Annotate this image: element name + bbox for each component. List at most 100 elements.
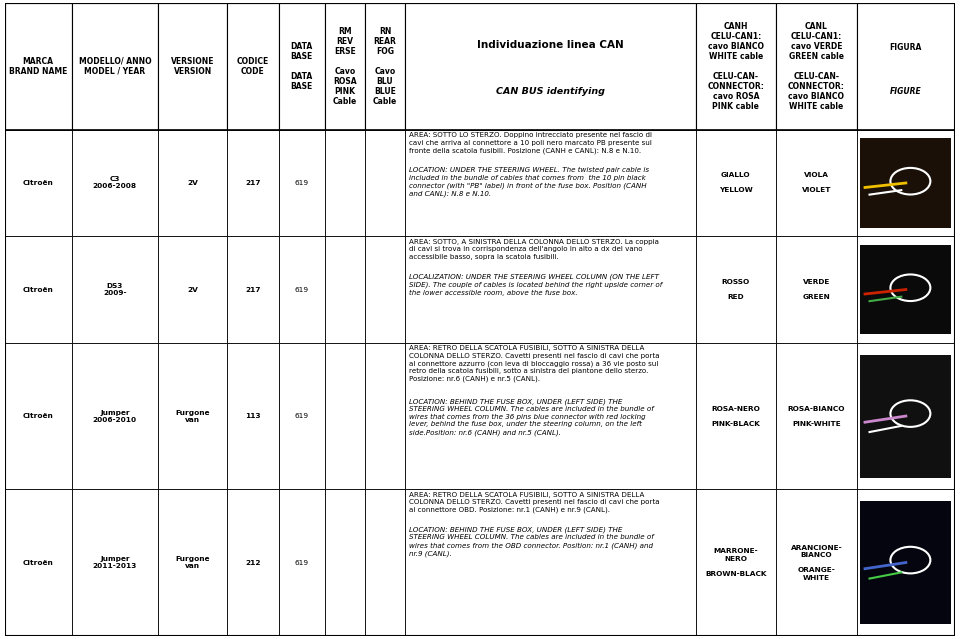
Bar (365, 236, 405, 343)
Bar (158, 130, 227, 236)
Bar (279, 343, 324, 489)
Bar (5, 343, 71, 489)
Text: ROSA-NERO

PINK-BLACK: ROSA-NERO PINK-BLACK (711, 406, 760, 427)
Text: VERDE

GREEN: VERDE GREEN (803, 279, 830, 300)
Text: AREA: SOTTO, A SINISTRA DELLA COLONNA DELLO STERZO. La coppia
di cavi si trova i: AREA: SOTTO, A SINISTRA DELLA COLONNA DE… (409, 239, 659, 260)
Text: AREA: RETRO DELLA SCATOLA FUSIBILI, SOTTO A SINISTRA DELLA
COLONNA DELLO STERZO.: AREA: RETRO DELLA SCATOLA FUSIBILI, SOTT… (409, 492, 660, 513)
Bar (856, 489, 955, 636)
Bar (227, 489, 279, 636)
Bar (279, 3, 324, 130)
Text: 113: 113 (245, 413, 261, 419)
Text: ROSA-BIANCO

PINK-WHITE: ROSA-BIANCO PINK-WHITE (787, 406, 845, 427)
Bar (405, 343, 696, 489)
Text: RN
REAR
FOG

Cavo
BLU
BLUE
Cable: RN REAR FOG Cavo BLU BLUE Cable (372, 27, 397, 106)
Text: Citroën: Citroën (23, 180, 54, 186)
Text: Citroën: Citroën (23, 286, 54, 293)
Bar (776, 236, 856, 343)
Bar (365, 130, 405, 236)
Bar (856, 130, 955, 236)
Text: 2V: 2V (187, 286, 198, 293)
Text: 2V: 2V (187, 180, 198, 186)
Text: C3
2006-2008: C3 2006-2008 (93, 176, 137, 190)
Bar (365, 343, 405, 489)
Bar (860, 138, 951, 227)
Bar (856, 236, 955, 343)
Bar (856, 343, 955, 489)
Bar (227, 3, 279, 130)
Bar (860, 355, 951, 477)
Bar (158, 343, 227, 489)
Bar (324, 343, 365, 489)
Text: LOCATION: BEHIND THE FUSE BOX, UNDER (LEFT SIDE) THE
STEERING WHEEL COLUMN. The : LOCATION: BEHIND THE FUSE BOX, UNDER (LE… (409, 398, 654, 436)
Bar (405, 236, 696, 343)
Bar (71, 130, 158, 236)
Bar (405, 3, 696, 130)
Text: AREA: SOTTO LO STERZO. Doppino intrecciato presente nel fascio di
cavi che arriv: AREA: SOTTO LO STERZO. Doppino intreccia… (409, 132, 652, 154)
Bar (860, 501, 951, 624)
Text: CANL
CELU-CAN1:
cavo VERDE
GREEN cable

CELU-CAN-
CONNECTOR:
cavo BIANCO
WHITE c: CANL CELU-CAN1: cavo VERDE GREEN cable C… (788, 22, 845, 111)
Text: 619: 619 (295, 286, 309, 293)
Bar (776, 489, 856, 636)
Text: VERSIONE
VERSION: VERSIONE VERSION (171, 57, 214, 76)
Text: LOCALIZATION: UNDER THE STEERING WHEEL COLUMN (ON THE LEFT
SIDE). The couple of : LOCALIZATION: UNDER THE STEERING WHEEL C… (409, 273, 662, 296)
Text: 217: 217 (245, 286, 261, 293)
Text: Jumper
2006-2010: Jumper 2006-2010 (93, 410, 137, 422)
Bar (324, 236, 365, 343)
Text: Individuazione linea CAN: Individuazione linea CAN (477, 40, 624, 50)
Bar (71, 343, 158, 489)
Bar (696, 3, 776, 130)
Bar (405, 489, 696, 636)
Text: FIGURE: FIGURE (890, 88, 922, 96)
Bar (5, 130, 71, 236)
Text: MARCA
BRAND NAME: MARCA BRAND NAME (9, 57, 67, 76)
Bar (71, 236, 158, 343)
Bar (365, 3, 405, 130)
Bar (227, 130, 279, 236)
Bar (324, 130, 365, 236)
Bar (776, 3, 856, 130)
Text: CANH
CELU-CAN1:
cavo BIANCO
WHITE cable

CELU-CAN-
CONNECTOR:
cavo ROSA
PINK cab: CANH CELU-CAN1: cavo BIANCO WHITE cable … (708, 22, 764, 111)
Bar (5, 3, 71, 130)
Bar (405, 130, 696, 236)
Bar (696, 343, 776, 489)
Text: Citroën: Citroën (23, 560, 54, 566)
Text: 619: 619 (295, 413, 309, 419)
Text: AREA: RETRO DELLA SCATOLA FUSIBILI, SOTTO A SINISTRA DELLA
COLONNA DELLO STERZO.: AREA: RETRO DELLA SCATOLA FUSIBILI, SOTT… (409, 345, 660, 382)
Text: 217: 217 (245, 180, 261, 186)
Bar (158, 236, 227, 343)
Text: Citroën: Citroën (23, 413, 54, 419)
Text: 212: 212 (245, 560, 261, 566)
Bar (696, 130, 776, 236)
Bar (71, 489, 158, 636)
Text: CODICE
CODE: CODICE CODE (237, 57, 269, 76)
Bar (279, 236, 324, 343)
Bar (158, 3, 227, 130)
Bar (860, 245, 951, 334)
Text: Furgone
van: Furgone van (176, 410, 210, 422)
Bar (324, 3, 365, 130)
Bar (856, 3, 955, 130)
Text: 619: 619 (295, 560, 309, 566)
Bar (324, 489, 365, 636)
Text: VIOLA

VIOLET: VIOLA VIOLET (802, 173, 831, 194)
Text: MARRONE-
NERO

BROWN-BLACK: MARRONE- NERO BROWN-BLACK (706, 548, 767, 577)
Bar (5, 236, 71, 343)
Bar (279, 489, 324, 636)
Bar (696, 236, 776, 343)
Bar (227, 236, 279, 343)
Text: MODELLO/ ANNO
MODEL / YEAR: MODELLO/ ANNO MODEL / YEAR (79, 57, 152, 76)
Text: FIGURA: FIGURA (890, 43, 922, 52)
Text: ROSSO

RED: ROSSO RED (722, 279, 750, 300)
Text: 619: 619 (295, 180, 309, 186)
Text: Jumper
2011-2013: Jumper 2011-2013 (93, 556, 137, 569)
Text: Furgone
van: Furgone van (176, 556, 210, 569)
Bar (776, 343, 856, 489)
Text: RM
REV
ERSE

Cavo
ROSA
PINK
Cable: RM REV ERSE Cavo ROSA PINK Cable (332, 27, 357, 106)
Text: LOCATION: UNDER THE STEERING WHEEL. The twisted pair cable is
included in the bu: LOCATION: UNDER THE STEERING WHEEL. The … (409, 167, 649, 197)
Bar (365, 489, 405, 636)
Bar (227, 343, 279, 489)
Text: DS3
2009-: DS3 2009- (103, 283, 127, 296)
Text: ARANCIONE-
BIANCO

ORANGE-
WHITE: ARANCIONE- BIANCO ORANGE- WHITE (790, 544, 842, 581)
Text: GIALLO

YELLOW: GIALLO YELLOW (719, 173, 753, 194)
Bar (71, 3, 158, 130)
